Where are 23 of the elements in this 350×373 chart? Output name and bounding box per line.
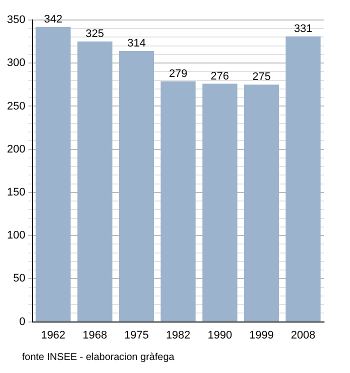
x-tick-label: 1990	[208, 329, 232, 342]
data-label: 276	[210, 70, 230, 82]
data-label: 314	[127, 38, 146, 50]
y-tick-label: 100	[6, 230, 26, 242]
x-tick-label: 1968	[82, 329, 108, 342]
x-tick-label: 1999	[249, 329, 274, 342]
y-tick-label: 150	[6, 186, 26, 198]
y-tick-label: 350	[6, 14, 26, 26]
data-label: 331	[294, 22, 312, 35]
x-tick-label: 1975	[124, 329, 149, 342]
data-label: 342	[44, 13, 62, 26]
data-label: 325	[86, 28, 104, 40]
x-tick-label: 2008	[290, 329, 316, 342]
y-tick-label: 0	[19, 316, 26, 328]
y-tick-label: 50	[13, 272, 26, 285]
y-tick-label: 300	[6, 57, 26, 70]
y-tick-label: 250	[6, 100, 26, 112]
x-tick-label: 1982	[166, 329, 190, 342]
x-tick-label: 1962	[40, 329, 66, 342]
source-note: fonte INSEE - elaboracion gràfega	[22, 352, 174, 363]
data-label: 279	[168, 68, 188, 80]
y-tick-label: 200	[6, 143, 26, 156]
data-label: 275	[252, 71, 271, 84]
